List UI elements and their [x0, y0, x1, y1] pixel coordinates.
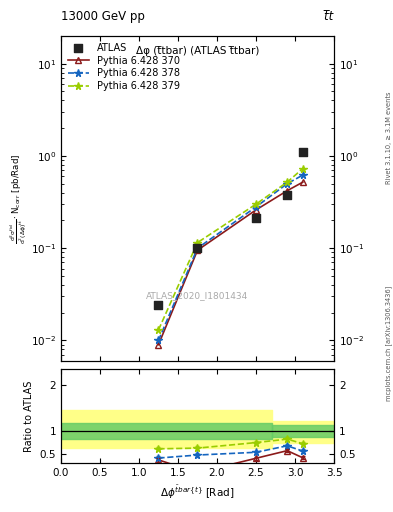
Pythia 6.428 370: [195, 247, 200, 253]
Pythia 6.428 378: [285, 181, 290, 187]
Pythia 6.428 378: [253, 204, 258, 210]
Pythia 6.428 379: [253, 201, 258, 207]
Pythia 6.428 378: [195, 245, 200, 251]
Pythia 6.428 370: [301, 179, 305, 185]
Line: Pythia 6.428 379: Pythia 6.428 379: [154, 165, 307, 334]
Pythia 6.428 379: [195, 240, 200, 246]
Y-axis label: $\mathregular{\frac{d^2\sigma^{fid}}{d^2(\Delta\phi)^{t\bar{t}}}\cdot N_{corr}}$: $\mathregular{\frac{d^2\sigma^{fid}}{d^2…: [8, 153, 28, 244]
ATLAS: [284, 190, 290, 199]
Y-axis label: Ratio to ATLAS: Ratio to ATLAS: [24, 380, 34, 452]
Pythia 6.428 379: [285, 179, 290, 185]
Pythia 6.428 379: [156, 327, 161, 333]
X-axis label: $\Delta\phi^{\bar{t}bar\{t\}}$ [Rad]: $\Delta\phi^{\bar{t}bar\{t\}}$ [Rad]: [160, 484, 235, 501]
Pythia 6.428 378: [301, 172, 305, 178]
Text: Rivet 3.1.10, ≥ 3.1M events: Rivet 3.1.10, ≥ 3.1M events: [386, 92, 392, 184]
Line: Pythia 6.428 378: Pythia 6.428 378: [154, 171, 307, 344]
Text: 13000 GeV pp: 13000 GeV pp: [61, 10, 145, 23]
Pythia 6.428 379: [301, 165, 305, 172]
Legend: ATLAS, Pythia 6.428 370, Pythia 6.428 378, Pythia 6.428 379: ATLAS, Pythia 6.428 370, Pythia 6.428 37…: [66, 40, 182, 93]
ATLAS: [300, 148, 306, 156]
ATLAS: [155, 301, 162, 309]
ATLAS: [253, 215, 259, 223]
Pythia 6.428 378: [156, 337, 161, 344]
Text: ATLAS_2020_I1801434: ATLAS_2020_I1801434: [146, 291, 249, 301]
Text: Δφ (t̅tbar) (ATLAS t̅tbar): Δφ (t̅tbar) (ATLAS t̅tbar): [136, 46, 259, 56]
Pythia 6.428 370: [253, 207, 258, 213]
ATLAS: [194, 244, 200, 252]
Line: Pythia 6.428 370: Pythia 6.428 370: [155, 179, 306, 348]
Text: t̅t: t̅t: [325, 10, 334, 23]
Pythia 6.428 370: [156, 342, 161, 348]
Text: mcplots.cern.ch [arXiv:1306.3436]: mcplots.cern.ch [arXiv:1306.3436]: [386, 285, 392, 401]
Pythia 6.428 370: [285, 187, 290, 194]
